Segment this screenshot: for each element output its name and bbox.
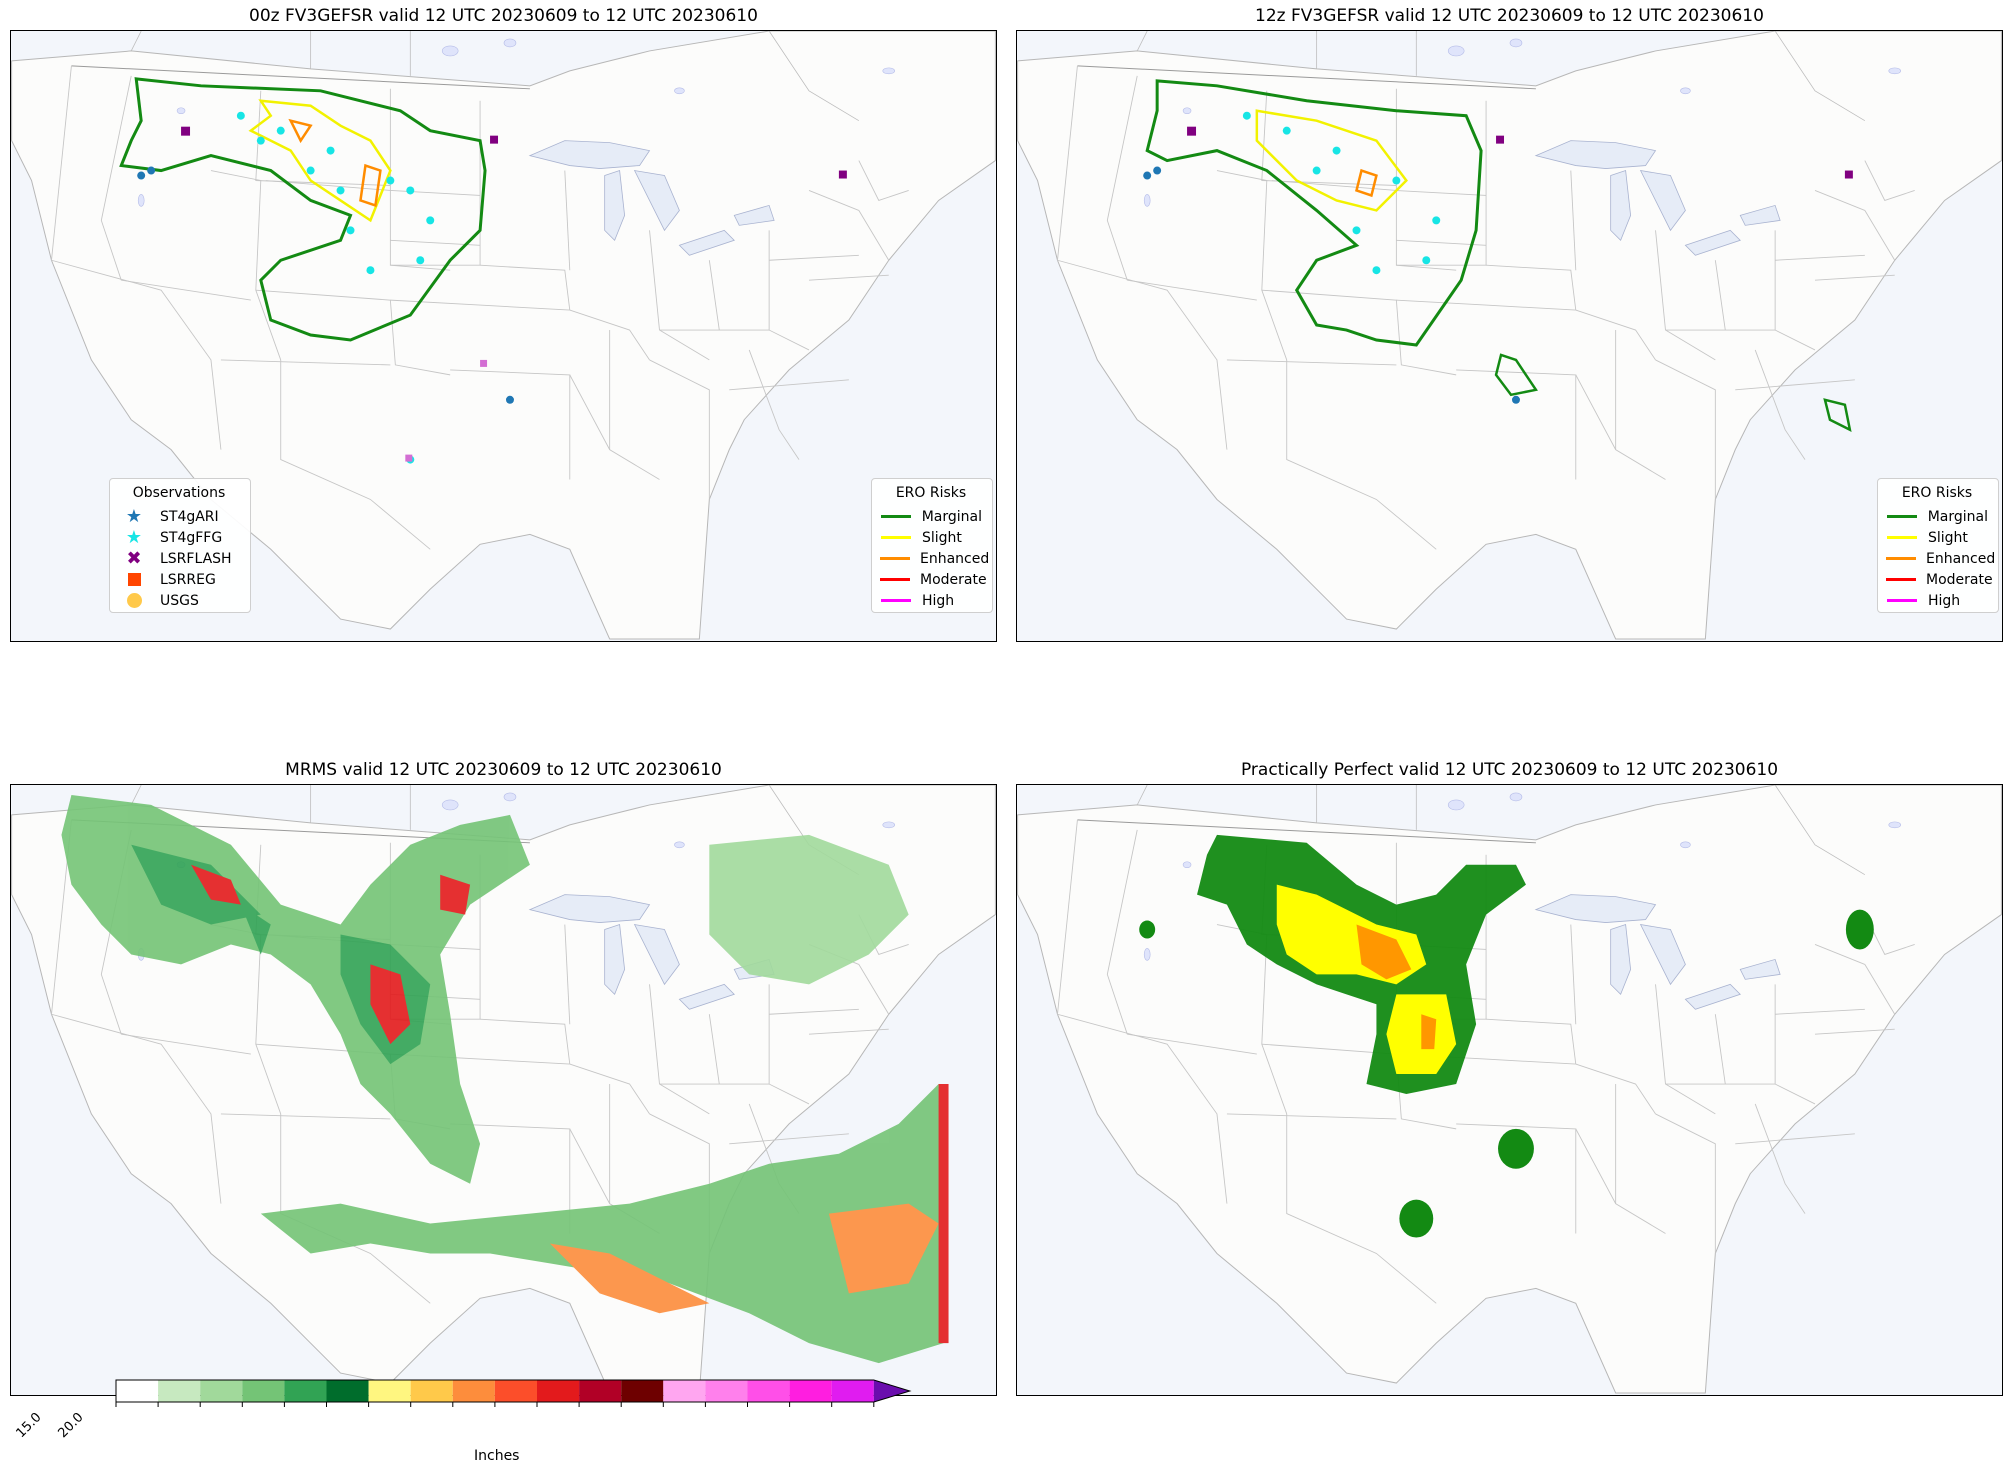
ero-legend-item: Enhanced <box>1886 548 1995 569</box>
obs-legend-item: USGS <box>118 590 240 611</box>
ero-legend-item: Moderate <box>1886 569 1993 590</box>
ero-legend-title: ERO Risks <box>895 485 967 501</box>
basemap-land <box>1017 31 2002 640</box>
ero-slight-contour <box>1255 109 1408 212</box>
colorbar-segment <box>284 1380 327 1402</box>
obs-markers <box>1143 111 1520 404</box>
obs-legend-label: ST4gFFG <box>160 529 223 546</box>
ero-legend-label: Enhanced <box>920 550 990 567</box>
ero-legend-item: Moderate <box>880 569 987 590</box>
colorbar-tick-label: 20.0 <box>55 1410 87 1442</box>
colorbar-segment <box>116 1380 159 1402</box>
ero-legend-item: High <box>1886 590 1988 611</box>
map-panel-12z: ERO Risks Marginal Slight Enhanced Moder… <box>1016 30 2003 642</box>
ero-legend-item: Slight <box>880 527 982 548</box>
ero-marginal-contour <box>1145 79 1483 347</box>
pp-enhanced-area <box>1356 924 1437 1050</box>
colorbar-tick-label: 10.0 <box>0 1410 3 1442</box>
pp-marginal-area <box>1139 920 1156 939</box>
ero-legend-12z: ERO Risks Marginal Slight Enhanced Moder… <box>1877 478 1999 613</box>
pp-slight-area <box>1276 884 1457 1075</box>
ero-legend-label: Marginal <box>1927 508 1988 525</box>
pp-marginal-area <box>1498 1128 1534 1169</box>
obs-markers <box>137 111 514 464</box>
colorbar-segment <box>663 1380 706 1402</box>
star-icon: ★ <box>125 527 143 548</box>
colorbar-segment <box>537 1380 580 1402</box>
obs-legend-item: ✖ LSRFLASH <box>118 548 240 569</box>
ero-legend-label: High <box>1928 592 1961 609</box>
ero-enhanced-contour <box>288 118 382 208</box>
ero-legend-label: Marginal <box>921 508 982 525</box>
map-00z-svg <box>11 31 996 640</box>
colorbar-segment <box>158 1380 201 1402</box>
colorbar-tick-label: 15.0 <box>13 1410 45 1442</box>
colorbar-segment <box>705 1380 748 1402</box>
ero-slight-contour <box>248 99 392 223</box>
colorbar-segment <box>831 1380 874 1402</box>
ero-legend-00z: ERO Risks Marginal Slight Enhanced Moder… <box>871 478 993 613</box>
ero-legend-title: ERO Risks <box>1901 485 1973 501</box>
ero-legend-item: Marginal <box>1886 506 1988 527</box>
star-icon: ★ <box>125 506 143 527</box>
observations-legend: Observations ★ ST4gARI ★ ST4gFFG ✖ LSRFL… <box>109 478 251 613</box>
ero-legend-label: Slight <box>1928 529 1968 546</box>
map-panel-practically-perfect <box>1016 784 2003 1396</box>
colorbar-segment <box>452 1380 495 1402</box>
colorbar-label: Inches <box>474 1448 520 1464</box>
obs-legend-label: USGS <box>160 592 199 609</box>
ero-enhanced-contour <box>1355 168 1378 198</box>
pp-marginal-area <box>1399 1199 1434 1238</box>
lsrflash-markers <box>1187 126 1853 179</box>
obs-legend-label: LSRFLASH <box>160 550 232 567</box>
ero-legend-item: Marginal <box>880 506 982 527</box>
colorbar-segment <box>326 1380 369 1402</box>
obs-legend-item: ★ ST4gARI <box>118 506 240 527</box>
colorbar-segment <box>242 1380 285 1402</box>
ero-legend-label: Moderate <box>920 571 987 588</box>
panel-title-12z: 12z FV3GEFSR valid 12 UTC 20230609 to 12… <box>1255 6 1764 26</box>
colorbar-segment <box>579 1380 622 1402</box>
pp-marginal-area <box>1845 909 1874 950</box>
colorbar-segment <box>494 1380 537 1402</box>
map-panel-mrms <box>10 784 997 1396</box>
ero-legend-item: Slight <box>1886 527 1988 548</box>
ero-legend-item: Enhanced <box>880 548 989 569</box>
lsrflash-markers <box>181 126 847 462</box>
ero-legend-label: Enhanced <box>1926 550 1996 567</box>
panel-title-mrms: MRMS valid 12 UTC 20230609 to 12 UTC 202… <box>285 760 722 780</box>
square-marker-icon <box>118 572 150 588</box>
map-panel-00z: Observations ★ ST4gARI ★ ST4gFFG ✖ LSRFL… <box>10 30 997 642</box>
map-12z-svg <box>1017 31 2002 640</box>
obs-legend-label: ST4gARI <box>160 508 219 525</box>
obs-legend-item: ★ ST4gFFG <box>118 527 240 548</box>
obs-legend-item: LSRREG <box>118 569 240 590</box>
colorbar-outline <box>115 1379 912 1403</box>
ero-marginal-contour <box>1494 353 1852 432</box>
panel-title-practically-perfect: Practically Perfect valid 12 UTC 2023060… <box>1240 760 1779 780</box>
colorbar-svg <box>115 1379 912 1407</box>
colorbar-segment <box>747 1380 790 1402</box>
colorbar-segment <box>410 1380 453 1402</box>
colorbar-segment <box>789 1380 832 1402</box>
map-mrms-svg <box>11 785 996 1394</box>
observations-legend-title: Observations <box>132 485 226 501</box>
ero-legend-label: Moderate <box>1926 571 1993 588</box>
obs-legend-label: LSRREG <box>160 571 216 588</box>
colorbar-segment <box>368 1380 411 1402</box>
ero-legend-item: High <box>880 590 982 611</box>
ero-legend-label: High <box>922 592 955 609</box>
colorbar-extend-arrow <box>873 1380 910 1402</box>
ero-legend-label: Slight <box>922 529 962 546</box>
panel-title-00z: 00z FV3GEFSR valid 12 UTC 20230609 to 12… <box>249 6 758 26</box>
colorbar-segment <box>200 1380 243 1402</box>
precip-field <box>61 794 949 1364</box>
x-marker-icon: ✖ <box>126 548 142 569</box>
map-pp-svg <box>1017 785 2002 1394</box>
circle-marker-icon <box>118 593 150 609</box>
colorbar-segment <box>621 1380 664 1402</box>
ero-marginal-contour <box>119 77 487 342</box>
